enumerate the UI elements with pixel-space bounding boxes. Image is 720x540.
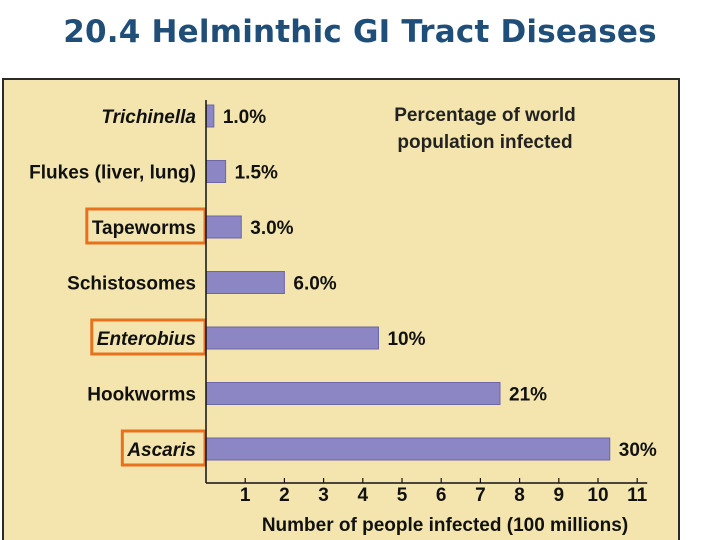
category-label-tapeworms: Tapeworms [92, 218, 196, 239]
data-label-schistosomes: 6.0% [293, 274, 336, 295]
data-label-hookworms: 21% [509, 385, 547, 406]
x-tick-label: 3 [318, 485, 329, 506]
x-tick-label: 1 [240, 485, 251, 506]
highlight-box-ascaris [120, 429, 207, 467]
x-tick-label: 8 [514, 485, 525, 506]
highlight-box-enterobius [90, 318, 207, 356]
chart-frame [2, 78, 680, 540]
category-label-hookworms: Hookworms [87, 385, 196, 406]
data-label-flukes-liver-lung: 1.5% [235, 163, 278, 184]
category-label-trichinella: Trichinella [101, 107, 196, 128]
data-label-tapeworms: 3.0% [250, 218, 293, 239]
category-label-flukes-liver-lung: Flukes (liver, lung) [29, 163, 196, 184]
chart-title: Percentage of world population infected [394, 105, 576, 153]
highlight-boxes [85, 207, 207, 467]
category-label-ascaris: Ascaris [126, 440, 196, 461]
slide-title: 20.4 Helminthic GI Tract Diseases [63, 14, 657, 50]
x-tick-label: 2 [279, 485, 290, 506]
bar-tapeworms [205, 215, 242, 239]
x-tick-label: 9 [554, 485, 565, 506]
x-tick-label: 10 [587, 485, 608, 506]
category-label-schistosomes: Schistosomes [67, 274, 196, 295]
bars-group [205, 104, 611, 461]
bar-ascaris [205, 437, 611, 461]
chart-title-line: Percentage of world [394, 105, 576, 126]
chart-title-line: population infected [397, 132, 572, 153]
bar-enterobius [205, 326, 379, 350]
data-label-enterobius: 10% [387, 329, 425, 350]
data-label-trichinella: 1.0% [223, 107, 266, 128]
bar-flukes-liver-lung [205, 160, 227, 183]
bar-hookworms [205, 382, 501, 405]
data-labels: 1.0% 1.5% 3.0% 6.0% 10% 21% 30% [223, 107, 657, 461]
x-tick-label: 4 [358, 485, 369, 506]
category-label-enterobius: Enterobius [97, 329, 196, 350]
x-tick-label: 7 [475, 485, 486, 506]
highlight-box-tapeworms [85, 207, 207, 245]
x-axis: 1 2 3 4 5 6 7 8 9 10 11 [205, 100, 648, 506]
x-tick-label: 5 [397, 485, 408, 506]
bar-trichinella [205, 104, 215, 128]
category-labels: Trichinella Flukes (liver, lung) Tapeworms… [29, 107, 196, 461]
x-tick-label: 6 [436, 485, 447, 506]
bar-schistosomes [205, 271, 285, 294]
x-axis-label: Number of people infected (100 millions) [262, 515, 628, 536]
x-tick-label: 11 [627, 485, 648, 506]
data-label-ascaris: 30% [619, 440, 657, 461]
